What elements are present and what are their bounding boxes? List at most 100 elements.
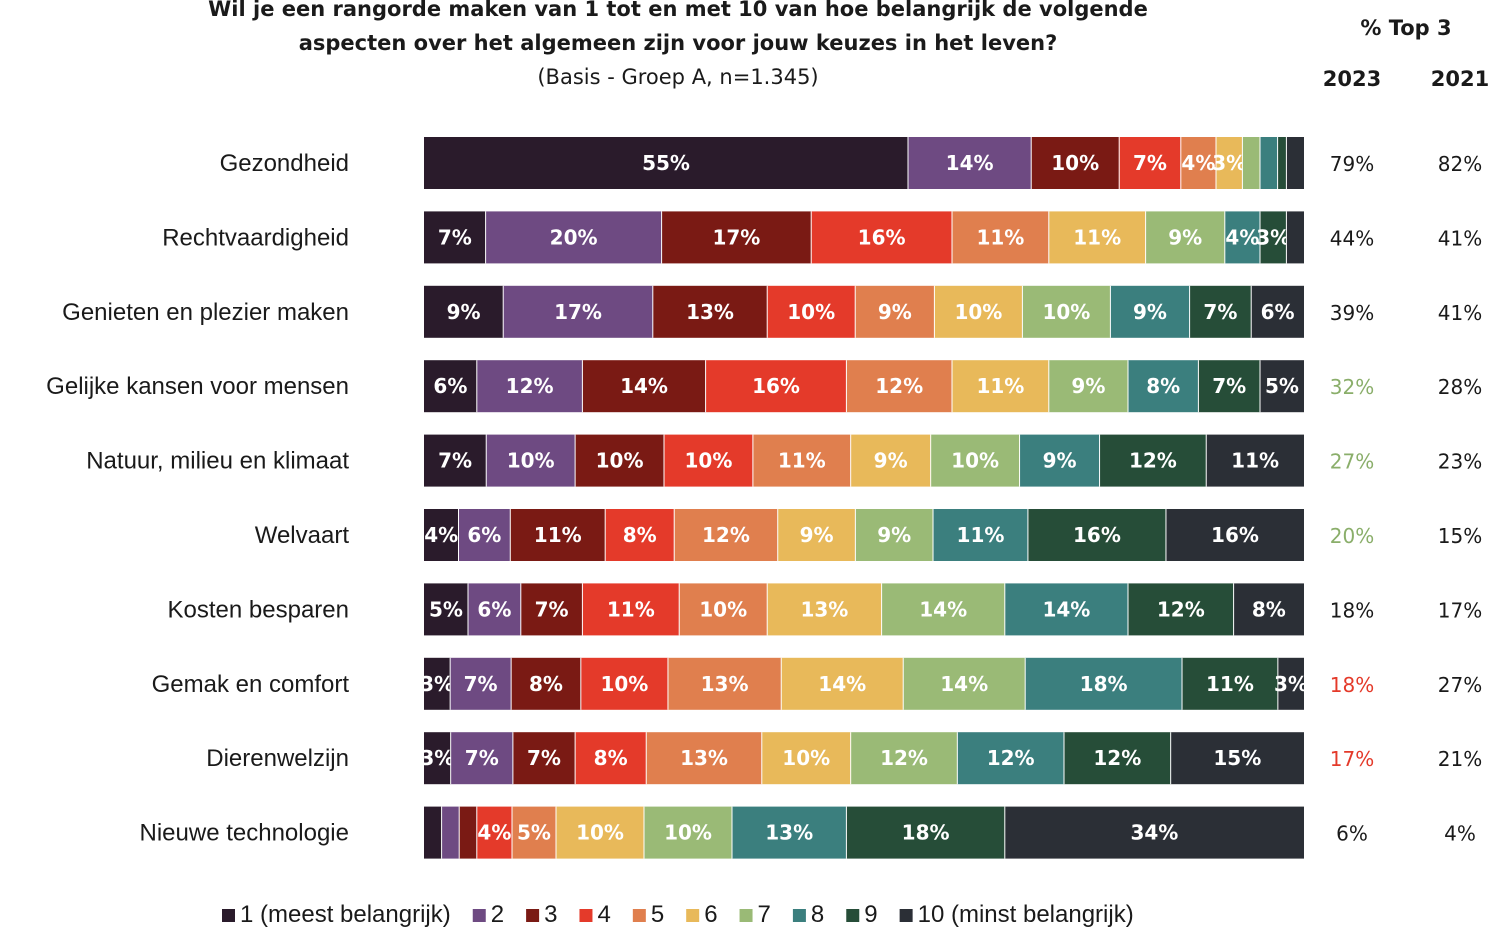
bar-segment xyxy=(767,583,882,636)
bar-segment xyxy=(486,434,576,487)
top3-2021-value: 21% xyxy=(1438,747,1482,771)
legend-item: 7 xyxy=(739,901,771,928)
bar-segment xyxy=(424,211,486,264)
segment-label: 8% xyxy=(529,672,563,696)
segment-label: 9% xyxy=(874,449,908,473)
segment-label: 14% xyxy=(940,672,988,696)
segment-label: 8% xyxy=(594,746,628,770)
segment-label: 3% xyxy=(1256,225,1290,249)
top3-2023-value: 6% xyxy=(1336,822,1368,846)
bar-segment xyxy=(575,732,647,785)
legend-label: 4 xyxy=(597,901,610,928)
segment-label: 12% xyxy=(987,746,1035,770)
bar-segment xyxy=(933,509,1028,561)
bar-segment xyxy=(1224,211,1260,264)
segment-label: 11% xyxy=(778,449,826,473)
legend-label: 10 (minst belangrijk) xyxy=(918,901,1134,928)
segment-label: 11% xyxy=(976,225,1024,249)
bar-rows: Gezondheid 55% 14% 10% 7% 4%3% 79% 82%Rechtvaar… xyxy=(46,137,1482,859)
segment-label: 13% xyxy=(765,821,813,845)
bar-segment xyxy=(846,806,1005,859)
segment-label: 3% xyxy=(1274,672,1308,696)
segment-label: 9% xyxy=(1133,300,1167,324)
segment-label: 6% xyxy=(477,597,511,621)
segment-label: 4% xyxy=(424,523,458,547)
bar-segment xyxy=(903,657,1026,710)
bar-segment xyxy=(1128,583,1234,636)
bar-segment xyxy=(1165,509,1304,561)
bar-segment xyxy=(441,806,460,859)
segment-label: 6% xyxy=(1261,300,1295,324)
legend-swatch xyxy=(579,909,593,922)
bar-segment xyxy=(855,509,934,561)
year-header-2021: 2021 xyxy=(1431,67,1489,91)
segment-label: 6% xyxy=(467,523,501,547)
segment-label: 11% xyxy=(957,523,1005,547)
segment-label: 9% xyxy=(800,523,834,547)
legend-swatch xyxy=(792,909,806,922)
segment-label: 7% xyxy=(1203,300,1237,324)
legend-swatch xyxy=(739,909,753,922)
bar-segment xyxy=(646,732,762,785)
category-label: Dierenwelzijn xyxy=(206,745,349,772)
legend-item: 10 (minst belangrijk) xyxy=(899,901,1134,928)
bar-segment xyxy=(811,211,952,264)
bar-segment xyxy=(1004,583,1128,636)
bar-segment xyxy=(1048,360,1128,413)
segment-label: 13% xyxy=(701,672,749,696)
bar-segment xyxy=(485,211,662,264)
segment-label: 16% xyxy=(1073,523,1121,547)
top3-2023-value: 39% xyxy=(1330,301,1374,325)
segment-label: 17% xyxy=(712,225,760,249)
segment-label: 5% xyxy=(1265,374,1299,398)
segment-label: 17% xyxy=(554,300,602,324)
segment-label: 11% xyxy=(1073,225,1121,249)
category-label: Gemak en comfort xyxy=(152,671,350,698)
bar-segment xyxy=(1128,360,1199,413)
legend-label: 5 xyxy=(651,901,664,928)
legend-item: 6 xyxy=(686,901,718,928)
segment-label: 10% xyxy=(1042,300,1090,324)
segment-label: 7% xyxy=(438,225,472,249)
bar-segment xyxy=(705,360,847,413)
bar-segment xyxy=(732,806,847,859)
legend-item: 4 xyxy=(579,901,611,928)
segment-label: 7% xyxy=(464,672,498,696)
top3-2021-value: 28% xyxy=(1438,375,1482,399)
bar-segment xyxy=(1004,806,1304,859)
bar-segment xyxy=(1260,137,1278,189)
bar-segment xyxy=(1216,137,1243,189)
legend-item: 8 xyxy=(792,901,824,928)
bar-segment xyxy=(1189,285,1252,338)
chart-subtitle: (Basis - Groep A, n=1.345) xyxy=(537,65,818,89)
legend-label: 6 xyxy=(704,901,717,928)
bar-segment xyxy=(855,285,935,338)
legend-label: 1 (meest belangrijk) xyxy=(240,901,451,928)
segment-label: 10% xyxy=(782,746,830,770)
bar-segment xyxy=(1180,137,1216,189)
bar-row: Kosten besparen 5% 6% 7% 11% 10% 13% 14% 14% 12% 8… xyxy=(168,583,1482,636)
segment-label: 12% xyxy=(880,746,928,770)
legend-swatch xyxy=(526,909,540,922)
bar-segment xyxy=(580,657,668,710)
bar-segment xyxy=(667,657,782,710)
top3-2023-value: 32% xyxy=(1330,375,1374,399)
bar-segment xyxy=(1110,285,1190,338)
segment-label: 16% xyxy=(1211,523,1259,547)
bar-segment xyxy=(424,806,442,859)
top3-2023-value: 18% xyxy=(1330,673,1374,697)
bar-segment xyxy=(1251,285,1304,338)
category-label: Natuur, milieu en klimaat xyxy=(86,448,349,475)
bar-segment xyxy=(1027,509,1166,561)
bar-segment xyxy=(511,657,581,710)
legend-item: 5 xyxy=(632,901,664,928)
bar-segment xyxy=(424,657,451,710)
legend-swatch xyxy=(222,909,235,922)
legend-swatch xyxy=(632,909,646,922)
bar-segment xyxy=(934,285,1023,338)
bar-segment xyxy=(520,583,583,636)
chart-title-line-2: aspecten over het algemeen zijn voor jou… xyxy=(299,31,1058,55)
bar-segment xyxy=(424,285,504,338)
top3-2021-value: 17% xyxy=(1438,598,1482,622)
segment-label: 34% xyxy=(1130,821,1178,845)
